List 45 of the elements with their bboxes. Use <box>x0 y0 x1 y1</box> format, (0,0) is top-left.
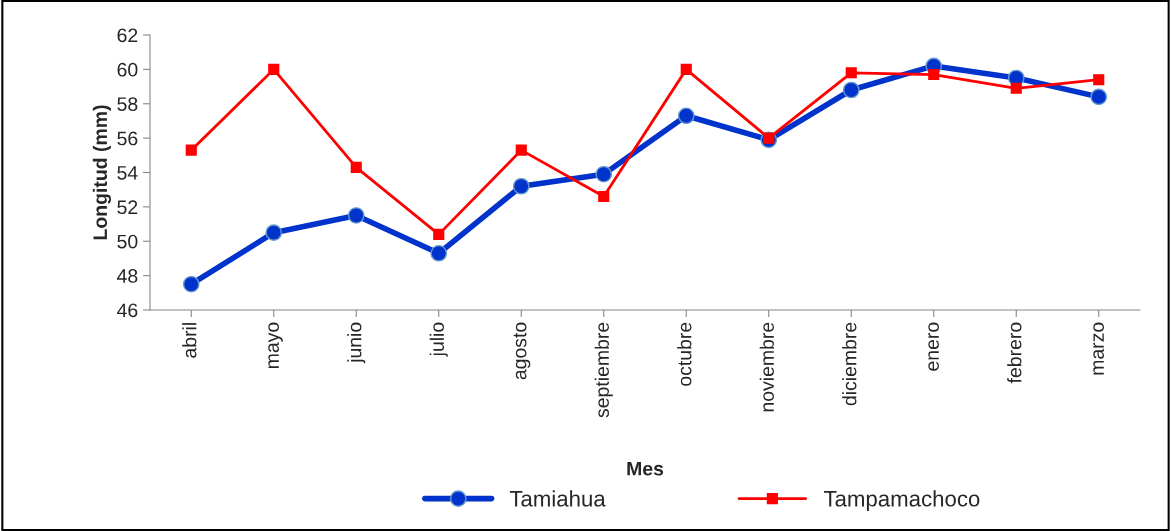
legend-label: Tampamachoco <box>823 490 980 511</box>
point <box>350 161 362 173</box>
x-tick-label: septiembre <box>594 322 613 418</box>
legend-label: Tamiahua <box>509 490 606 507</box>
point <box>1010 82 1022 94</box>
point <box>595 165 613 183</box>
point <box>845 67 857 79</box>
y-tick-label: 50 <box>117 234 138 249</box>
point <box>265 224 283 241</box>
x-tick-label: mayo <box>268 322 283 369</box>
x-axis-title: Mes <box>627 461 664 476</box>
point <box>1090 88 1108 106</box>
y-tick-label: 46 <box>117 303 138 318</box>
y-tick-label: 52 <box>117 200 138 215</box>
x-tick-label: enero <box>928 322 939 371</box>
point <box>598 191 610 203</box>
point <box>347 207 365 224</box>
y-tick-label: 54 <box>117 166 138 180</box>
point <box>515 144 527 156</box>
x-tick-label: noviembre <box>759 322 774 412</box>
y-axis-title: Longitud (mm) <box>92 105 112 240</box>
point <box>842 81 860 99</box>
y-tick-label: 56 <box>117 131 138 146</box>
x-tick-label: marzo <box>1093 322 1104 375</box>
x-tick-label: agosto <box>513 322 531 380</box>
x-tick-label: julio <box>429 322 448 357</box>
point <box>433 228 445 240</box>
x-tick-label: febrero <box>1007 322 1022 384</box>
x-tick-label: junio <box>347 322 366 364</box>
x-tick-label: abril <box>182 323 197 358</box>
y-tick-label: 62 <box>117 28 138 43</box>
point <box>512 177 530 195</box>
y-tick-label: 60 <box>117 62 138 77</box>
point <box>677 107 695 125</box>
point <box>185 144 197 156</box>
x-tick-label: diciembre <box>842 322 857 406</box>
y-tick-label: 48 <box>117 269 138 283</box>
point <box>928 68 940 81</box>
y-tick-label: 58 <box>117 97 138 111</box>
point <box>1093 74 1105 86</box>
point <box>268 63 280 75</box>
x-tick-label: octubre <box>677 322 692 386</box>
point <box>182 275 200 293</box>
point <box>430 244 448 262</box>
point <box>680 63 692 75</box>
